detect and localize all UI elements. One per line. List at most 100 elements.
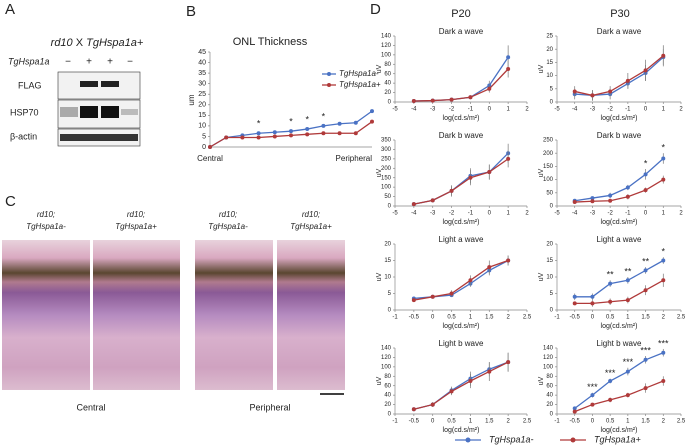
caption: Central [76,402,105,412]
x-tick-label: 2 [525,107,529,113]
y-tick-label: 140 [381,34,392,40]
point [643,386,648,391]
point [625,298,630,303]
sign: + [107,57,113,68]
x-tick-label: -1 [392,419,398,425]
point [608,193,613,198]
y-tick-label: 80 [384,62,391,68]
x-tick-label: -5 [554,211,560,217]
point [305,132,310,137]
annotation: ** [642,256,650,266]
series-line [413,68,509,102]
y-tick-label: 40 [384,81,391,87]
point [625,278,630,283]
x-axis-label: log(cd.s/m²) [443,219,480,226]
x-tick-label: -2 [449,211,455,217]
series-line [413,259,509,301]
annotation: * [662,143,666,153]
point [272,134,277,139]
point [572,200,577,205]
y-tick-label: 10 [384,275,391,281]
point [506,156,511,161]
y-tick-label: 0 [388,100,392,106]
panel-letter: A [5,1,15,18]
y-tick-label: 40 [198,59,206,66]
y-tick-label: 250 [543,138,554,144]
point [572,89,577,94]
band [60,134,138,141]
annotation: * [662,247,666,257]
image-label: TgHspa1a+ [290,222,332,231]
y-tick-label: 300 [381,147,392,153]
point [289,133,293,138]
x-tick-label: -2 [607,211,613,217]
annotation: * [305,114,309,124]
annotation: *** [587,382,598,392]
x-tick-label: 1 [469,419,473,425]
series-line [574,380,664,413]
x-tick-label: -1 [554,419,560,425]
x-tick-label: -0.5 [409,419,420,425]
x-tick-label: 2 [525,211,529,217]
y-tick-label: 0 [202,144,206,151]
y-tick-label: 15 [546,60,553,66]
sign: − [65,57,71,68]
title-part: X [76,37,84,49]
blot-label: FLAG [18,80,42,90]
point [661,278,666,283]
y-tick-label: 45 [198,49,206,56]
x-tick-label: -4 [572,107,578,113]
chart-title: Light b wave [597,339,642,348]
point [625,194,630,199]
point [506,67,511,71]
legend-swatch [570,437,576,443]
point [289,129,293,134]
point [487,170,492,175]
x-tick-label: 1 [626,315,630,321]
column-header: P30 [610,8,630,20]
chart-title: Light a wave [597,235,642,244]
x-tick-label: 0 [431,419,435,425]
x-tick-label: 2 [506,315,510,321]
y-tick-label: 150 [381,175,392,181]
y-axis-label: uV [376,64,383,73]
caption: Peripheral [249,402,290,412]
point [468,95,473,100]
y-tick-label: 0 [388,308,392,314]
x-axis-label: log(cd.s/m²) [601,219,638,226]
point [449,97,454,102]
y-axis-label: um [187,94,196,105]
series-line [574,179,664,203]
x-tick-label: -1 [468,107,474,113]
y-tick-label: 200 [543,151,554,157]
image [93,240,180,390]
point [572,294,577,299]
point [411,407,416,412]
point [370,119,374,124]
series-line [413,152,509,205]
annotation: ** [624,266,632,276]
x-tick-label: -1 [392,315,398,321]
x-tick-label: -1 [468,211,474,217]
y-tick-label: 0 [388,412,392,418]
x-tick-label: 1 [469,315,473,321]
y-tick-label: 50 [546,190,553,196]
annotation: * [644,158,648,168]
x-tick-label: 2.5 [523,315,532,321]
point [608,281,613,286]
legend-swatch [327,83,331,87]
title-part: rd10 [51,37,74,49]
x-tick-label: -3 [590,211,596,217]
point [572,406,577,411]
legend-label: TgHspa1a+ [339,80,381,89]
x-tick-label: 1.5 [485,315,494,321]
image-label: TgHspa1a- [26,222,66,231]
image-label: rd10; [37,210,55,219]
x-tick-label: 0 [644,107,648,113]
point [449,389,454,394]
point [643,172,648,177]
y-tick-label: 80 [546,374,553,380]
point [643,357,648,362]
x-tick-label: 1.5 [641,315,650,321]
